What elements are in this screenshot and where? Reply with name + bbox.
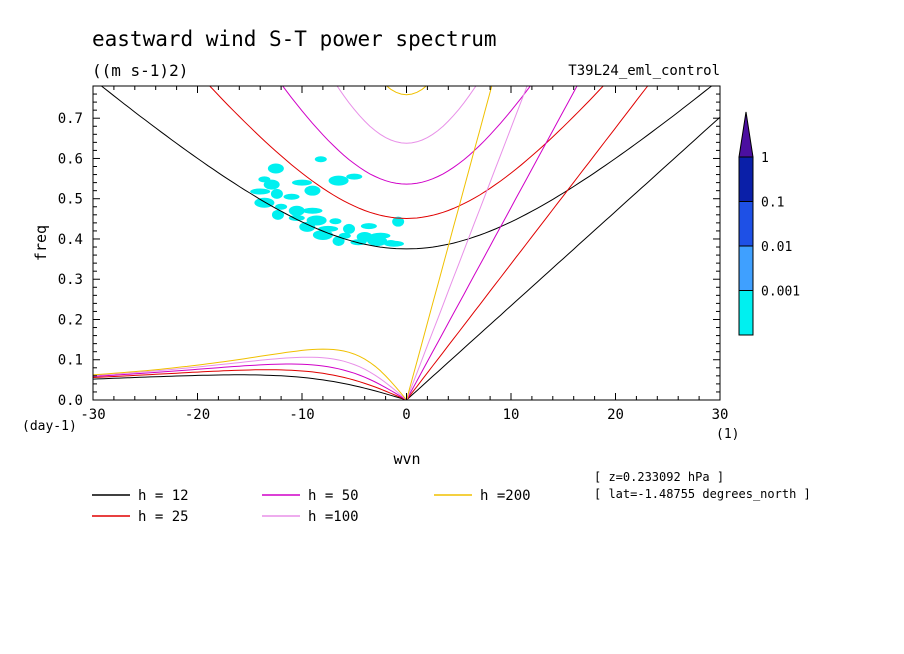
power-patch <box>275 203 288 210</box>
colorbar-segment <box>738 290 754 336</box>
x-tick-label: 30 <box>712 407 729 423</box>
power-patch <box>304 185 321 196</box>
colorbar-label: 0.01 <box>761 240 792 255</box>
y-tick-label: 0.2 <box>58 312 83 328</box>
x-tick-label: -10 <box>289 407 314 423</box>
colorbar-label: 1 <box>761 151 769 166</box>
power-patch <box>367 235 388 246</box>
x-tick-label: 0 <box>402 407 410 423</box>
power-patch <box>267 163 284 174</box>
colorbar: 1 0.1 0.01 0.001 <box>738 111 800 336</box>
gravity-curve <box>100 86 713 250</box>
power-patch <box>360 223 377 230</box>
rossby-curve <box>93 374 407 400</box>
y-tick-label: 0.3 <box>58 272 83 288</box>
colorbar-segment <box>738 156 754 202</box>
power-patch <box>250 188 271 195</box>
power-patch <box>292 179 312 186</box>
kelvin-curve <box>406 86 528 400</box>
y-unit-label: (day-1) <box>22 419 77 434</box>
power-patch <box>283 193 300 200</box>
kelvin-curve <box>406 86 578 400</box>
power-patch <box>288 205 305 216</box>
y-tick-label: 0.4 <box>58 232 83 248</box>
y-tick-label: 0.1 <box>58 353 83 369</box>
power-patch <box>329 218 342 225</box>
legend-label: h =200 <box>480 488 531 504</box>
colorbar-segment <box>738 201 754 247</box>
gravity-curve <box>385 86 428 96</box>
colorbar-label: 0.001 <box>761 285 800 300</box>
power-patch <box>346 173 363 180</box>
info-level: [ z=0.233092 hPa ] <box>594 470 724 484</box>
rossby-curve <box>93 369 407 400</box>
kelvin-curve <box>406 86 493 400</box>
rossby-curve <box>93 348 407 400</box>
rossby-curve <box>93 363 407 400</box>
x-tick-label: -20 <box>185 407 210 423</box>
y-tick-label: 0.6 <box>58 151 83 167</box>
x-tick-label: 10 <box>503 407 520 423</box>
rossby-curve <box>93 356 407 400</box>
y-axis-label: freq <box>32 225 50 261</box>
power-patch <box>299 221 316 232</box>
power-patch <box>328 175 349 186</box>
y-tick-label: 0.5 <box>58 192 83 208</box>
x-unit-label: (1) <box>716 427 739 442</box>
colorbar-label: 0.1 <box>761 196 784 211</box>
legend-label: h = 25 <box>138 509 189 525</box>
y-tick-label: 0.7 <box>58 111 83 127</box>
power-patch <box>302 207 323 214</box>
power-patch <box>383 240 404 247</box>
x-tick-label: 20 <box>607 407 624 423</box>
run-name: T39L24_eml_control <box>568 63 720 79</box>
colorbar-segment <box>738 245 754 291</box>
power-patch <box>332 235 345 246</box>
power-patch <box>314 156 327 163</box>
gravity-curve <box>209 86 604 220</box>
legend: h = 12 h = 25 h = 50 h =100 h =200 <box>92 488 531 525</box>
gravity-curve <box>336 86 477 144</box>
kelvin-curve <box>406 86 649 400</box>
x-axis-label: wvn <box>393 450 420 468</box>
chart-units: ((m s-1)2) <box>92 61 188 80</box>
power-patch <box>312 229 333 240</box>
kelvin-curve <box>406 116 720 400</box>
legend-label: h = 50 <box>308 488 359 504</box>
legend-label: h =100 <box>308 509 359 525</box>
plot-frame <box>92 85 721 401</box>
power-patch <box>343 223 356 234</box>
gravity-curve <box>282 86 531 185</box>
colorbar-arrow <box>738 111 754 158</box>
power-patch <box>263 179 280 190</box>
power-patch <box>271 209 284 220</box>
power-patch <box>270 188 283 199</box>
info-latitude: [ lat=-1.48755 degrees_north ] <box>594 487 811 501</box>
power-patch <box>392 216 405 227</box>
legend-label: h = 12 <box>138 488 189 504</box>
y-tick-label: 0.0 <box>58 393 83 409</box>
power-patch <box>288 215 305 222</box>
chart-title: eastward wind S-T power spectrum <box>92 27 497 51</box>
x-tick-label: -30 <box>80 407 105 423</box>
